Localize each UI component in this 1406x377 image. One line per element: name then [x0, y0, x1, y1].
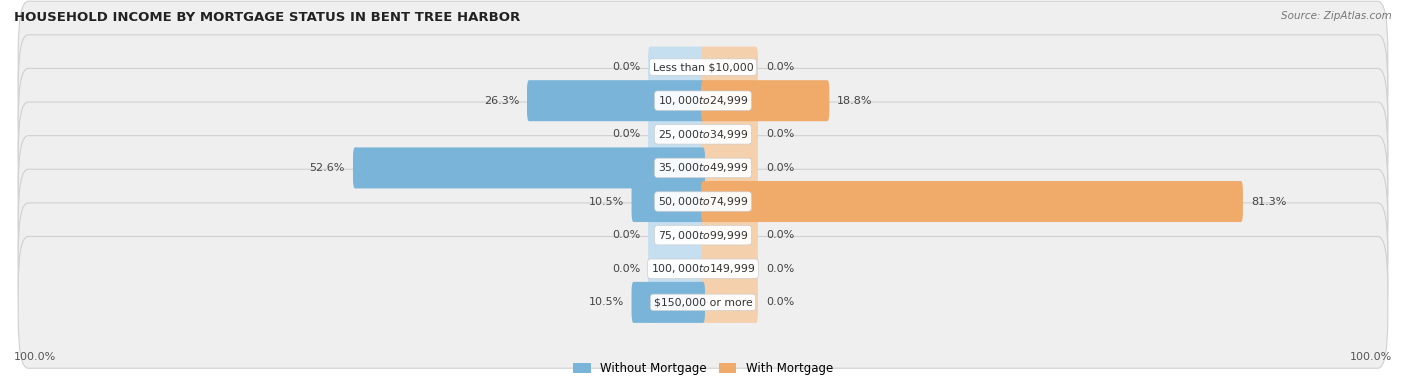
Legend: Without Mortgage, With Mortgage: Without Mortgage, With Mortgage [568, 357, 838, 377]
Text: 0.0%: 0.0% [766, 230, 794, 240]
FancyBboxPatch shape [353, 147, 704, 188]
FancyBboxPatch shape [702, 248, 758, 289]
Text: 100.0%: 100.0% [14, 352, 56, 362]
FancyBboxPatch shape [648, 80, 704, 121]
FancyBboxPatch shape [648, 47, 704, 87]
Text: $50,000 to $74,999: $50,000 to $74,999 [658, 195, 748, 208]
Text: 10.5%: 10.5% [588, 297, 624, 307]
Text: 18.8%: 18.8% [838, 96, 873, 106]
FancyBboxPatch shape [702, 181, 758, 222]
Text: 10.5%: 10.5% [588, 196, 624, 207]
FancyBboxPatch shape [702, 47, 758, 87]
FancyBboxPatch shape [702, 114, 758, 155]
Text: 0.0%: 0.0% [612, 62, 640, 72]
FancyBboxPatch shape [648, 147, 704, 188]
FancyBboxPatch shape [702, 282, 758, 323]
FancyBboxPatch shape [18, 136, 1388, 267]
FancyBboxPatch shape [18, 1, 1388, 133]
Text: 52.6%: 52.6% [309, 163, 344, 173]
Text: $75,000 to $99,999: $75,000 to $99,999 [658, 228, 748, 242]
FancyBboxPatch shape [18, 236, 1388, 368]
Text: 26.3%: 26.3% [484, 96, 519, 106]
Text: 100.0%: 100.0% [1350, 352, 1392, 362]
Text: $10,000 to $24,999: $10,000 to $24,999 [658, 94, 748, 107]
Text: 0.0%: 0.0% [612, 129, 640, 139]
FancyBboxPatch shape [18, 102, 1388, 234]
Text: $25,000 to $34,999: $25,000 to $34,999 [658, 128, 748, 141]
Text: 0.0%: 0.0% [766, 264, 794, 274]
Text: $100,000 to $149,999: $100,000 to $149,999 [651, 262, 755, 275]
FancyBboxPatch shape [702, 147, 758, 188]
Text: $150,000 or more: $150,000 or more [654, 297, 752, 307]
FancyBboxPatch shape [631, 181, 704, 222]
FancyBboxPatch shape [631, 282, 704, 323]
FancyBboxPatch shape [648, 215, 704, 256]
FancyBboxPatch shape [18, 169, 1388, 301]
FancyBboxPatch shape [648, 114, 704, 155]
FancyBboxPatch shape [648, 282, 704, 323]
FancyBboxPatch shape [702, 181, 1243, 222]
Text: 0.0%: 0.0% [612, 264, 640, 274]
FancyBboxPatch shape [702, 80, 830, 121]
FancyBboxPatch shape [702, 80, 758, 121]
FancyBboxPatch shape [18, 203, 1388, 335]
Text: $35,000 to $49,999: $35,000 to $49,999 [658, 161, 748, 175]
FancyBboxPatch shape [648, 248, 704, 289]
Text: 0.0%: 0.0% [766, 297, 794, 307]
FancyBboxPatch shape [702, 215, 758, 256]
Text: 0.0%: 0.0% [612, 230, 640, 240]
Text: 0.0%: 0.0% [766, 62, 794, 72]
Text: 0.0%: 0.0% [766, 163, 794, 173]
FancyBboxPatch shape [18, 69, 1388, 200]
Text: 0.0%: 0.0% [766, 129, 794, 139]
FancyBboxPatch shape [18, 35, 1388, 167]
FancyBboxPatch shape [527, 80, 704, 121]
Text: Source: ZipAtlas.com: Source: ZipAtlas.com [1281, 11, 1392, 21]
Text: Less than $10,000: Less than $10,000 [652, 62, 754, 72]
Text: 81.3%: 81.3% [1251, 196, 1286, 207]
FancyBboxPatch shape [648, 181, 704, 222]
Text: HOUSEHOLD INCOME BY MORTGAGE STATUS IN BENT TREE HARBOR: HOUSEHOLD INCOME BY MORTGAGE STATUS IN B… [14, 11, 520, 24]
